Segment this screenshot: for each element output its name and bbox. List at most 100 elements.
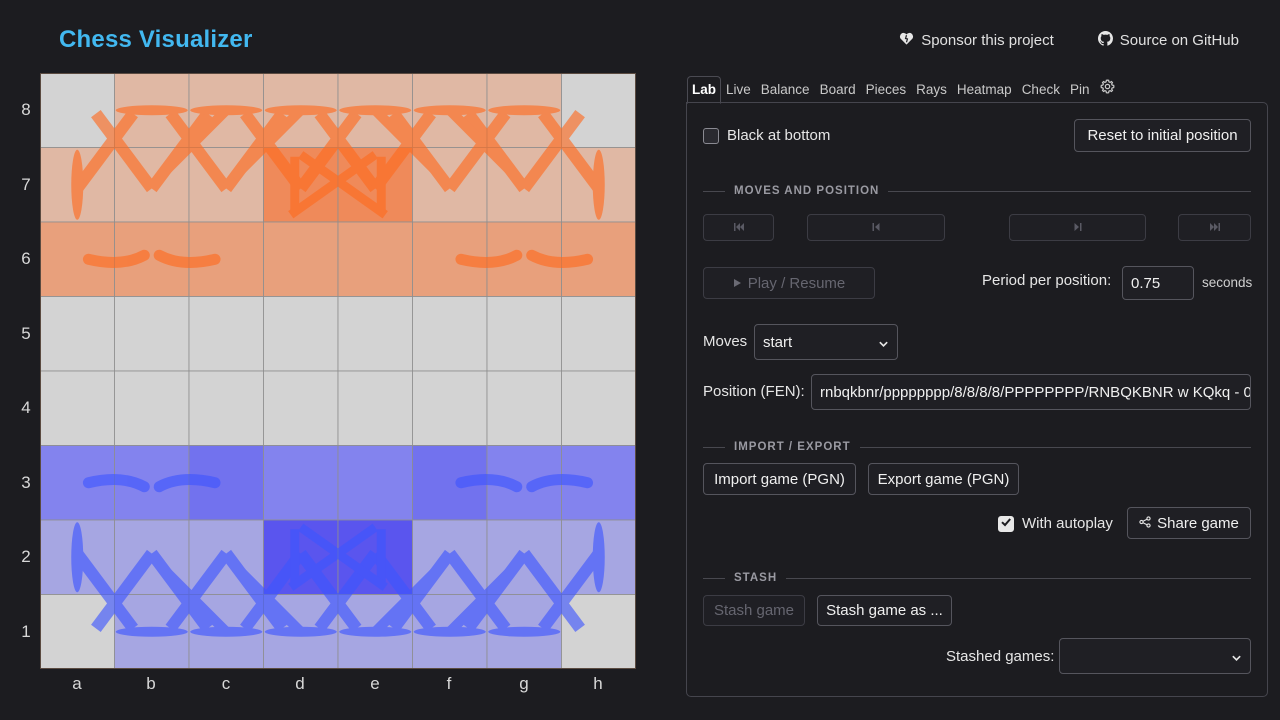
- square-f5[interactable]: [412, 296, 488, 372]
- period-input[interactable]: 0.75: [1122, 266, 1194, 300]
- period-unit: seconds: [1202, 275, 1253, 290]
- chess-board[interactable]: [40, 73, 636, 669]
- file-label: h: [593, 674, 603, 693]
- black-at-bottom-toggle[interactable]: Black at bottom: [703, 127, 830, 144]
- square-f4[interactable]: [412, 370, 488, 446]
- file-label: b: [146, 674, 156, 693]
- first-move-button[interactable]: [703, 214, 774, 241]
- white-knight-ray: [526, 474, 594, 493]
- white-knight-ray: [153, 474, 221, 493]
- app-title: Chess Visualizer: [59, 26, 253, 53]
- square-h4[interactable]: [561, 370, 637, 446]
- black-at-bottom-checkbox[interactable]: [703, 127, 719, 144]
- reset-position-button[interactable]: Reset to initial position: [1074, 119, 1251, 152]
- black-rook-ray: [592, 149, 605, 220]
- tab-rays[interactable]: Rays: [916, 82, 947, 97]
- rank-label: 5: [21, 324, 31, 343]
- white-pawn-ray: [444, 549, 511, 632]
- play-resume-button[interactable]: Play / Resume: [703, 267, 875, 299]
- black-rook-ray: [71, 149, 84, 220]
- white-bishop-ray: [155, 561, 230, 636]
- stashed-games-select[interactable]: [1059, 638, 1251, 674]
- square-d3[interactable]: [263, 445, 339, 521]
- white-rank-ray: [115, 626, 188, 637]
- export-pgn-button[interactable]: Export game (PGN): [868, 463, 1019, 495]
- moves-label: Moves: [703, 333, 748, 350]
- square-c4[interactable]: [188, 370, 264, 446]
- square-a8[interactable]: [40, 73, 115, 148]
- autoplay-toggle[interactable]: With autoplay: [998, 515, 1113, 532]
- tab-lab[interactable]: Lab: [687, 76, 722, 104]
- tab-settings[interactable]: [1094, 73, 1121, 103]
- tab-check[interactable]: Check: [1021, 82, 1060, 97]
- white-pawn-ray: [519, 549, 585, 632]
- square-h5[interactable]: [561, 296, 637, 372]
- black-knight-ray: [82, 249, 150, 268]
- black-bishop-ray: [371, 106, 446, 181]
- black-rank-ray: [488, 105, 561, 116]
- black-knight-ray: [526, 249, 594, 268]
- previous-move-button[interactable]: [807, 214, 945, 241]
- white-knight-ray: [82, 474, 150, 493]
- square-b5[interactable]: [114, 296, 190, 372]
- square-e4[interactable]: [337, 370, 413, 446]
- tab-pin[interactable]: Pin: [1069, 82, 1090, 97]
- square-d4[interactable]: [263, 370, 339, 446]
- square-e6[interactable]: [337, 221, 413, 297]
- square-d6[interactable]: [263, 221, 339, 297]
- black-queen-ray: [298, 151, 388, 219]
- stash-game-button[interactable]: Stash game: [703, 595, 805, 626]
- square-b4[interactable]: [114, 370, 190, 446]
- rank-label: 2: [21, 547, 31, 566]
- skip-forward-icon: [1209, 219, 1221, 236]
- file-label: a: [72, 674, 82, 693]
- square-g5[interactable]: [486, 296, 562, 372]
- github-link[interactable]: Source on GitHub: [1097, 31, 1239, 50]
- tab-pieces[interactable]: Pieces: [865, 82, 907, 97]
- lab-panel: [686, 102, 1268, 697]
- tab-live[interactable]: Live: [726, 82, 751, 97]
- import-pgn-button[interactable]: Import game (PGN): [703, 463, 856, 495]
- white-pawn-ray: [538, 549, 604, 632]
- next-move-button[interactable]: [1009, 214, 1146, 241]
- square-h1[interactable]: [561, 594, 637, 670]
- tab-balance[interactable]: Balance: [760, 82, 810, 97]
- fen-input[interactable]: rnbqkbnr/pppppppp/8/8/8/8/PPPPPPPP/RNBQK…: [811, 374, 1251, 410]
- tab-board[interactable]: Board: [819, 82, 856, 97]
- square-d5[interactable]: [263, 296, 339, 372]
- square-a5[interactable]: [40, 296, 115, 372]
- autoplay-checkbox[interactable]: [998, 515, 1014, 532]
- share-game-button[interactable]: Share game: [1127, 507, 1251, 539]
- github-icon: [1097, 31, 1113, 50]
- file-label: e: [370, 674, 380, 693]
- square-a1[interactable]: [40, 594, 115, 670]
- stash-game-as-button[interactable]: Stash game as ...: [817, 595, 952, 626]
- square-c5[interactable]: [188, 296, 264, 372]
- white-queen-ray: [298, 523, 388, 591]
- square-e5[interactable]: [337, 296, 413, 372]
- period-label: Period per position:: [982, 272, 1112, 289]
- skip-back-icon: [733, 219, 745, 236]
- black-pawn-ray: [72, 110, 138, 193]
- square-g4[interactable]: [486, 370, 562, 446]
- gear-icon: [1100, 79, 1115, 97]
- moves-section-header: MOVES AND POSITION: [703, 185, 1251, 197]
- black-bishop-ray: [230, 106, 305, 181]
- white-pawn-ray: [314, 549, 381, 632]
- white-bishop-ray: [230, 561, 305, 636]
- sponsor-link[interactable]: Sponsor this project: [899, 31, 1054, 50]
- square-a4[interactable]: [40, 370, 115, 446]
- white-pawn-ray: [72, 549, 138, 632]
- rank-label: 8: [21, 100, 31, 119]
- stashed-games-label: Stashed games:: [946, 648, 1055, 665]
- step-forward-icon: [1073, 219, 1083, 236]
- square-e3[interactable]: [337, 445, 413, 521]
- rank-label: 7: [21, 175, 31, 194]
- chevron-down-icon: [878, 337, 889, 348]
- tab-heatmap[interactable]: Heatmap: [956, 82, 1012, 97]
- moves-select[interactable]: start: [754, 324, 898, 360]
- moves-section-title: MOVES AND POSITION: [734, 185, 880, 197]
- last-move-button[interactable]: [1178, 214, 1251, 241]
- white-bishop-ray: [446, 561, 521, 636]
- square-h8[interactable]: [561, 73, 637, 148]
